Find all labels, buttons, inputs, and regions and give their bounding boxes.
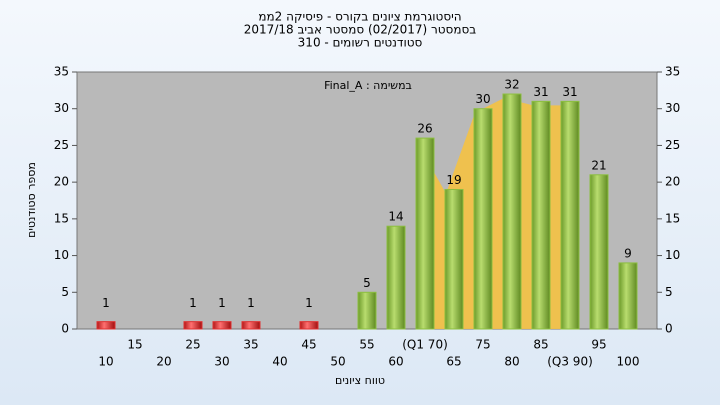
x-tick-label: 85	[533, 338, 548, 352]
bar	[502, 93, 522, 330]
bar	[415, 137, 435, 330]
x-tick-label: 55	[359, 338, 374, 352]
title-line: היסטוגרמת ציונים בקורס - פיסיקה 2ממ	[258, 10, 461, 24]
y2-tick-label: 25	[665, 138, 680, 152]
y-tick-label: 15	[54, 211, 69, 225]
bar	[299, 321, 319, 330]
bar	[618, 262, 638, 330]
bar	[531, 100, 551, 330]
y2-tick-label: 0	[665, 322, 673, 336]
x-tick-label: 60	[388, 355, 403, 369]
value-label: 26	[417, 122, 432, 136]
value-label: 21	[591, 158, 606, 172]
y-tick-label: 35	[54, 65, 69, 79]
value-label: 31	[533, 85, 548, 99]
x-tick-label: 95	[591, 338, 606, 352]
x-tick-label: 100	[617, 355, 640, 369]
x-tick-label: (Q1 70)	[402, 338, 448, 352]
bar	[96, 321, 116, 330]
title-line: בסמסטר (02/2017) סמסטר אביב 2017/18	[244, 23, 476, 37]
y2-tick-label: 15	[665, 211, 680, 225]
bar	[444, 188, 464, 330]
value-label: 1	[247, 296, 255, 310]
value-label: 14	[388, 210, 403, 224]
annotation: במשימה : Final_A	[324, 79, 412, 92]
y-tick-label: 20	[54, 175, 69, 189]
y-tick-label: 30	[54, 101, 69, 115]
value-label: 1	[189, 296, 197, 310]
bar	[560, 100, 580, 330]
y-tick-label: 25	[54, 138, 69, 152]
y2-tick-label: 20	[665, 175, 680, 189]
bar	[357, 291, 377, 330]
x-axis-label: טווח ציונים	[335, 374, 385, 387]
value-label: 31	[562, 85, 577, 99]
y-tick-label: 5	[61, 285, 69, 299]
value-label: 19	[446, 173, 461, 187]
x-tick-label: 80	[504, 355, 519, 369]
y2-tick-label: 35	[665, 65, 680, 79]
value-label: 30	[475, 92, 490, 106]
bar	[183, 321, 203, 330]
x-tick-label: 25	[185, 338, 200, 352]
x-tick-label: 45	[301, 338, 316, 352]
y-tick-label: 10	[54, 248, 69, 262]
y2-tick-label: 30	[665, 101, 680, 115]
x-tick-label: 75	[475, 338, 490, 352]
y2-tick-label: 10	[665, 248, 680, 262]
x-tick-label: (Q3 90)	[547, 355, 593, 369]
value-label: 1	[102, 296, 110, 310]
title-line: סטודנטים רשומים - 310	[298, 36, 423, 50]
bar	[473, 108, 493, 330]
value-label: 9	[624, 246, 632, 260]
bar	[589, 174, 609, 330]
bar	[386, 225, 406, 330]
value-label: 32	[504, 78, 519, 92]
value-label: 5	[363, 276, 371, 290]
x-tick-label: 50	[330, 355, 345, 369]
y2-tick-label: 5	[665, 285, 673, 299]
x-tick-label: 65	[446, 355, 461, 369]
x-tick-label: 30	[214, 355, 229, 369]
value-label: 1	[218, 296, 226, 310]
bar	[212, 321, 232, 330]
value-label: 1	[305, 296, 313, 310]
x-tick-label: 10	[98, 355, 113, 369]
bar	[241, 321, 261, 330]
x-tick-label: 20	[156, 355, 171, 369]
x-tick-label: 40	[272, 355, 287, 369]
x-tick-label: 15	[127, 338, 142, 352]
x-tick-label: 35	[243, 338, 258, 352]
y-tick-label: 0	[61, 322, 69, 336]
y-axis-label: מספר סטודנטים	[25, 162, 38, 238]
